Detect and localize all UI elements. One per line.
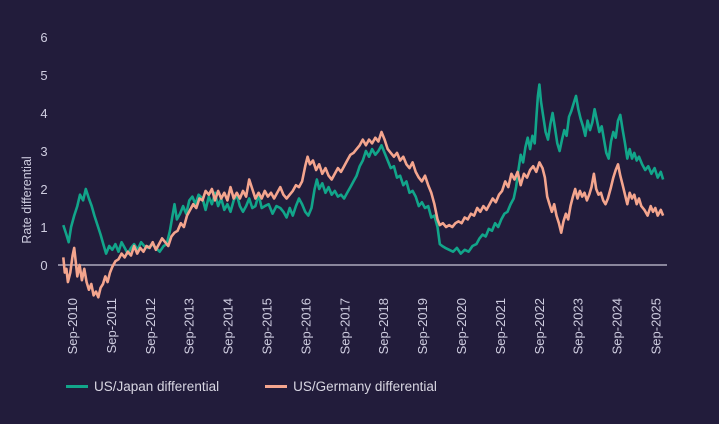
x-tick-label: Sep-2013 — [182, 298, 197, 354]
legend-item-us-germany: US/Germany differential — [265, 379, 437, 394]
x-tick-label: Sep-2024 — [610, 298, 625, 354]
x-axis-ticks: Sep-2010 Sep-2011 Sep-2012 Sep-2013 Sep-2014… — [65, 298, 664, 354]
x-tick-label: Sep-2014 — [221, 298, 236, 354]
legend-swatch-us-germany — [265, 385, 288, 388]
y-tick-label: 5 — [40, 68, 47, 83]
y-tick-label: 6 — [40, 30, 47, 45]
x-tick-label: Sep-2022 — [532, 298, 547, 354]
x-tick-label: Sep-2016 — [298, 298, 313, 354]
x-tick-label: Sep-2025 — [649, 298, 664, 354]
x-tick-label: Sep-2012 — [143, 298, 158, 354]
y-tick-label: 1 — [40, 220, 47, 235]
x-tick-label: Sep-2019 — [415, 298, 430, 354]
x-tick-label: Sep-2017 — [337, 298, 352, 354]
y-tick-label: 0 — [40, 258, 47, 273]
y-tick-label: 2 — [40, 182, 47, 197]
legend-swatch-us-japan — [66, 385, 88, 388]
series-line-us-germany — [62, 130, 665, 299]
legend-item-us-japan: US/Japan differential — [66, 379, 219, 394]
y-axis-ticks: 0 1 2 3 4 5 6 — [40, 30, 47, 273]
x-tick-label: Sep-2010 — [65, 298, 80, 354]
y-tick-label: 4 — [40, 106, 47, 121]
y-axis-title: Rate differential — [20, 156, 34, 243]
legend: US/Japan differential US/Germany differe… — [66, 379, 483, 394]
x-tick-label: Sep-2020 — [454, 298, 469, 354]
x-tick-label: Sep-2011 — [104, 298, 119, 353]
x-tick-label: Sep-2015 — [260, 298, 275, 354]
legend-label-us-germany: US/Germany differential — [293, 379, 437, 394]
x-tick-label: Sep-2021 — [493, 298, 508, 354]
x-tick-label: Sep-2023 — [571, 298, 586, 354]
x-tick-label: Sep-2018 — [376, 298, 391, 354]
series-layer — [62, 83, 665, 299]
legend-label-us-japan: US/Japan differential — [94, 379, 220, 394]
y-tick-label: 3 — [40, 144, 47, 159]
series-line-us-japan — [62, 83, 665, 255]
